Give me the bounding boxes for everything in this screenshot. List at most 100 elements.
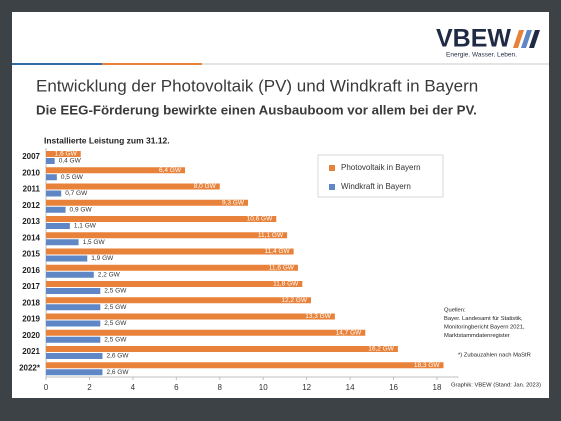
y-tick-label: 2020 [22,331,40,340]
value-label: 18,3 GW [414,362,441,369]
header-rule [12,63,102,65]
bar [46,264,298,271]
bar [46,232,288,239]
value-label: 9,3 GW [222,199,245,206]
legend-swatch [329,184,335,190]
y-tick-label: 2010 [22,168,40,177]
source-note: Quellen: [444,308,466,314]
value-label: 2,5 GW [104,304,127,311]
value-label: 0,4 GW [59,158,82,165]
x-tick-label: 12 [302,383,311,392]
value-label: 8,0 GW [194,183,217,190]
logo-slash [521,30,532,48]
bar [46,248,294,255]
legend-swatch [329,165,335,171]
y-tick-label: 2014 [22,233,40,242]
x-tick-label: 14 [346,383,355,392]
value-label: 2,6 GW [106,369,129,376]
value-label: 2,2 GW [98,271,121,278]
value-label: 13,3 GW [305,313,332,320]
logo-tagline: Energie. Wasser. Leben. [446,52,517,59]
bar [46,271,94,278]
bar [46,288,101,294]
value-label: 11,6 GW [269,264,295,271]
x-tick-label: 6 [174,383,179,392]
value-label: 1,1 GW [74,223,97,230]
value-label: 0,7 GW [65,190,88,197]
bar [46,336,101,343]
bar [46,206,66,213]
bar [46,313,335,320]
y-tick-label: 2007 [22,152,40,161]
logo: VBEW [436,25,511,53]
x-tick-label: 4 [131,383,136,392]
logo-slash [513,30,524,48]
x-tick-label: 0 [44,383,49,392]
value-label: 6,4 GW [159,167,182,174]
bar [46,199,249,206]
x-tick-label: 10 [259,383,268,392]
value-label: 11,8 GW [273,281,299,288]
header-rule [102,63,202,65]
axis-label: Installierte Leistung zum 31.12. [44,135,170,145]
x-tick-label: 16 [389,383,398,392]
bar [46,304,101,311]
value-label: 12,2 GW [281,297,308,304]
value-label: 2,5 GW [104,320,127,327]
chart-subtitle: Die EEG-Förderung bewirkte einen Ausbaub… [36,103,477,118]
bar [46,174,57,181]
bar [46,158,55,164]
y-tick-label: 2012 [22,201,40,210]
bar [46,346,398,352]
y-tick-label: 2022* [19,363,41,372]
bar [46,190,62,197]
y-tick-label: 2016 [22,266,40,275]
source-note: Marktstammdatenregister [444,333,510,339]
bar [46,255,88,262]
value-label: 1,6 GW [55,151,78,158]
x-tick-label: 8 [218,383,223,392]
value-label: 1,9 GW [91,255,114,262]
value-label: 0,5 GW [61,174,84,181]
value-label: 11,4 GW [264,248,290,255]
legend-box [317,154,444,198]
value-label: 10,6 GW [247,216,274,223]
value-label: 0,9 GW [70,206,93,213]
bar [46,151,81,157]
y-tick-label: 2018 [22,298,40,307]
y-tick-label: 2015 [22,250,40,259]
legend-label: Photovoltaik in Bayern [341,163,421,172]
bar [46,320,101,327]
bar [46,353,103,359]
bar [46,223,70,229]
x-tick-label: 2 [87,383,92,392]
y-tick-label: 2011 [23,185,41,194]
footnote: *) Zubauzahlen nach MaStR [458,353,531,359]
header-rule [202,63,549,65]
y-tick-label: 2017 [22,282,40,291]
x-tick-label: 18 [433,383,442,392]
value-label: 2,5 GW [104,336,127,343]
bar [46,329,366,336]
logo-slashes [513,30,540,48]
credit: Graphik: VBEW (Stand: Jan. 2023) [451,383,541,389]
value-label: 14,7 GW [336,329,363,336]
bar [46,216,277,222]
value-label: 2,5 GW [104,288,127,295]
source-note: Bayer. Landesamt für Statistik, [444,316,523,322]
value-label: 2,6 GW [106,353,129,360]
y-tick-label: 2021 [22,347,40,356]
bar [46,167,186,174]
bar [46,281,303,287]
bar [46,297,311,304]
bar [46,369,103,376]
chart-title: Entwicklung der Photovoltaik (PV) und Wi… [36,76,478,95]
logo-slash [529,30,540,48]
bar [46,239,79,246]
value-label: 16,2 GW [368,346,395,353]
bar [46,183,220,190]
bar [46,362,444,369]
source-note: Monitoringbericht Bayern 2021, [444,325,525,331]
